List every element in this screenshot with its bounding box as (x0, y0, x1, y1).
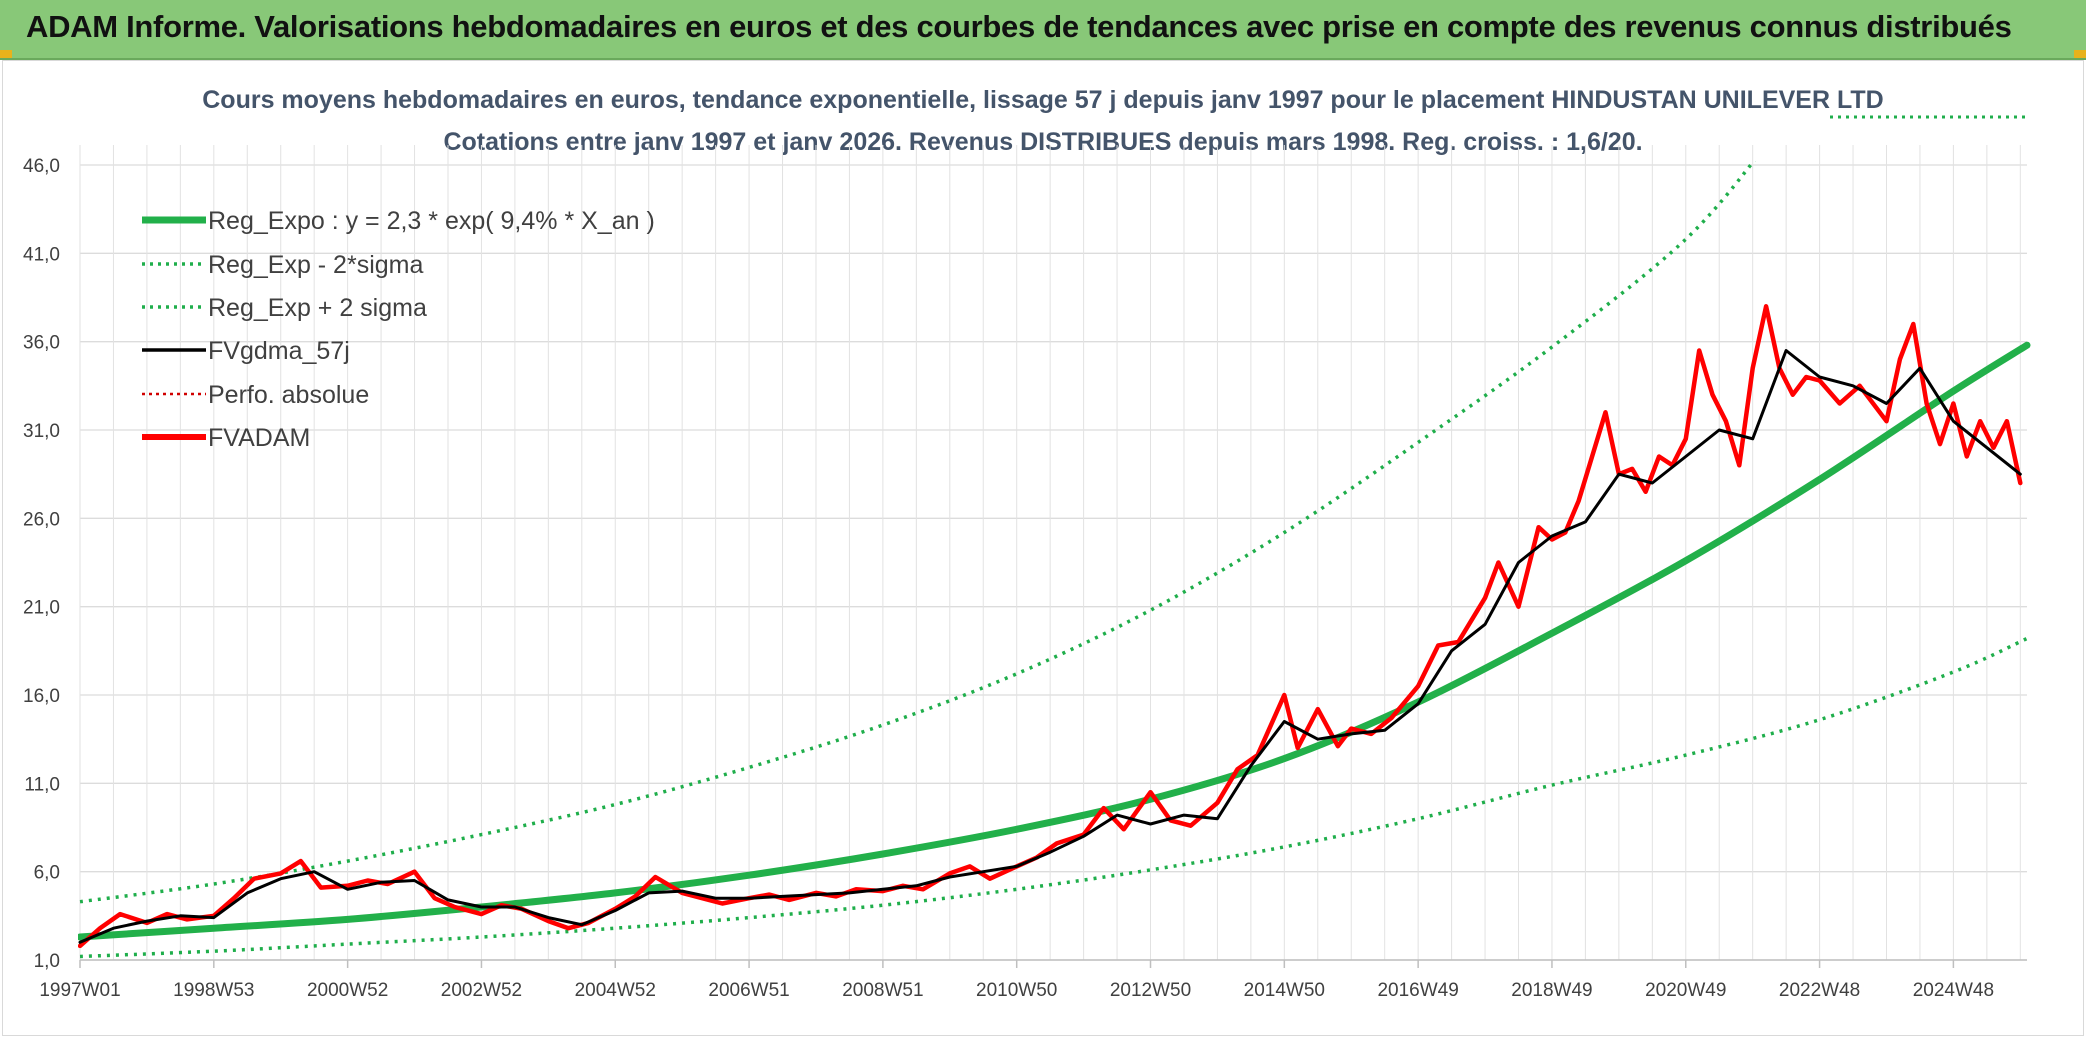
legend-item-perfo: Perfo. absolue (142, 381, 369, 409)
legend-label-fvadam: FVADAM (208, 424, 310, 452)
x-axis-ticks: 1997W01 1998W53 2000W52 2002W52 2004W52 2006W… (39, 960, 1994, 1001)
x-tick-label: 2024W48 (1913, 980, 1994, 1001)
x-tick-label: 2018W49 (1511, 980, 1592, 1001)
x-tick-label: 2012W50 (1110, 980, 1191, 1001)
x-tick-label: 2014W50 (1244, 980, 1325, 1001)
x-tick-label: 1997W01 (39, 980, 120, 1001)
legend-item-reg-exp-plus: Reg_Exp + 2 sigma (142, 294, 427, 322)
legend-item-fvgdma: FVgdma_57j (142, 337, 350, 365)
y-tick-label: 46,0 (23, 156, 60, 177)
x-tick-label: 2020W49 (1645, 980, 1726, 1001)
legend-label-fvgdma: FVgdma_57j (208, 337, 350, 365)
series-lines (78, 161, 2031, 959)
legend-label-reg-expo: Reg_Expo : y = 2,3 * exp( 9,4% * X_an ) (208, 207, 655, 235)
x-tick-label: 2008W51 (842, 980, 923, 1001)
chart-title-line2: Cotations entre janv 1997 et janv 2026. … (443, 128, 1642, 156)
banner-title: ADAM Informe. Valorisations hebdomadaire… (26, 9, 2012, 44)
legend-label-reg-exp-plus: Reg_Exp + 2 sigma (208, 294, 427, 322)
x-tick-label: 2022W48 (1779, 980, 1860, 1001)
series-reg-exp-plus-line (79, 161, 1756, 904)
grid-lines (79, 145, 2027, 961)
y-tick-label: 6,0 (34, 863, 60, 884)
y-tick-label: 36,0 (23, 333, 60, 354)
x-tick-label: 2006W51 (708, 980, 789, 1001)
legend-item-fvadam: FVADAM (142, 424, 310, 452)
y-tick-label: 11,0 (24, 774, 60, 795)
x-tick-label: 1998W53 (173, 980, 254, 1001)
chart-frame (2, 60, 2084, 1036)
chart-title-line1: Cours moyens hebdomadaires en euros, ten… (202, 86, 1883, 114)
legend-label-reg-exp-minus: Reg_Exp - 2*sigma (208, 251, 423, 279)
y-tick-label: 21,0 (23, 598, 60, 619)
series-reg-exp-minus-line (79, 636, 2028, 959)
legend-item-reg-expo: Reg_Expo : y = 2,3 * exp( 9,4% * X_an ) (142, 207, 655, 235)
banner-corner-right (2074, 50, 2086, 58)
series-fvadam-line (78, 304, 2023, 949)
y-tick-label: 26,0 (23, 509, 60, 530)
y-tick-label: 16,0 (23, 686, 60, 707)
banner-corner-left (0, 50, 12, 58)
y-axis-ticks: 1,0 6,0 11,0 16,0 21,0 26,0 31,0 36,0 41,0 46,0 (23, 156, 60, 972)
x-tick-label: 2016W49 (1377, 980, 1458, 1001)
legend-label-perfo: Perfo. absolue (208, 381, 369, 409)
x-tick-label: 2010W50 (976, 980, 1057, 1001)
x-tick-label: 2000W52 (307, 980, 388, 1001)
y-tick-label: 41,0 (23, 244, 60, 265)
x-tick-label: 2004W52 (575, 980, 656, 1001)
legend-item-reg-exp-minus: Reg_Exp - 2*sigma (142, 251, 423, 279)
y-tick-label: 1,0 (34, 951, 60, 972)
series-fvgdma-line (78, 349, 2022, 944)
chart-legend: Reg_Expo : y = 2,3 * exp( 9,4% * X_an ) … (142, 207, 655, 452)
x-tick-label: 2002W52 (441, 980, 522, 1001)
y-tick-label: 31,0 (23, 421, 60, 442)
report-banner: ADAM Informe. Valorisations hebdomadaire… (0, 0, 2086, 60)
